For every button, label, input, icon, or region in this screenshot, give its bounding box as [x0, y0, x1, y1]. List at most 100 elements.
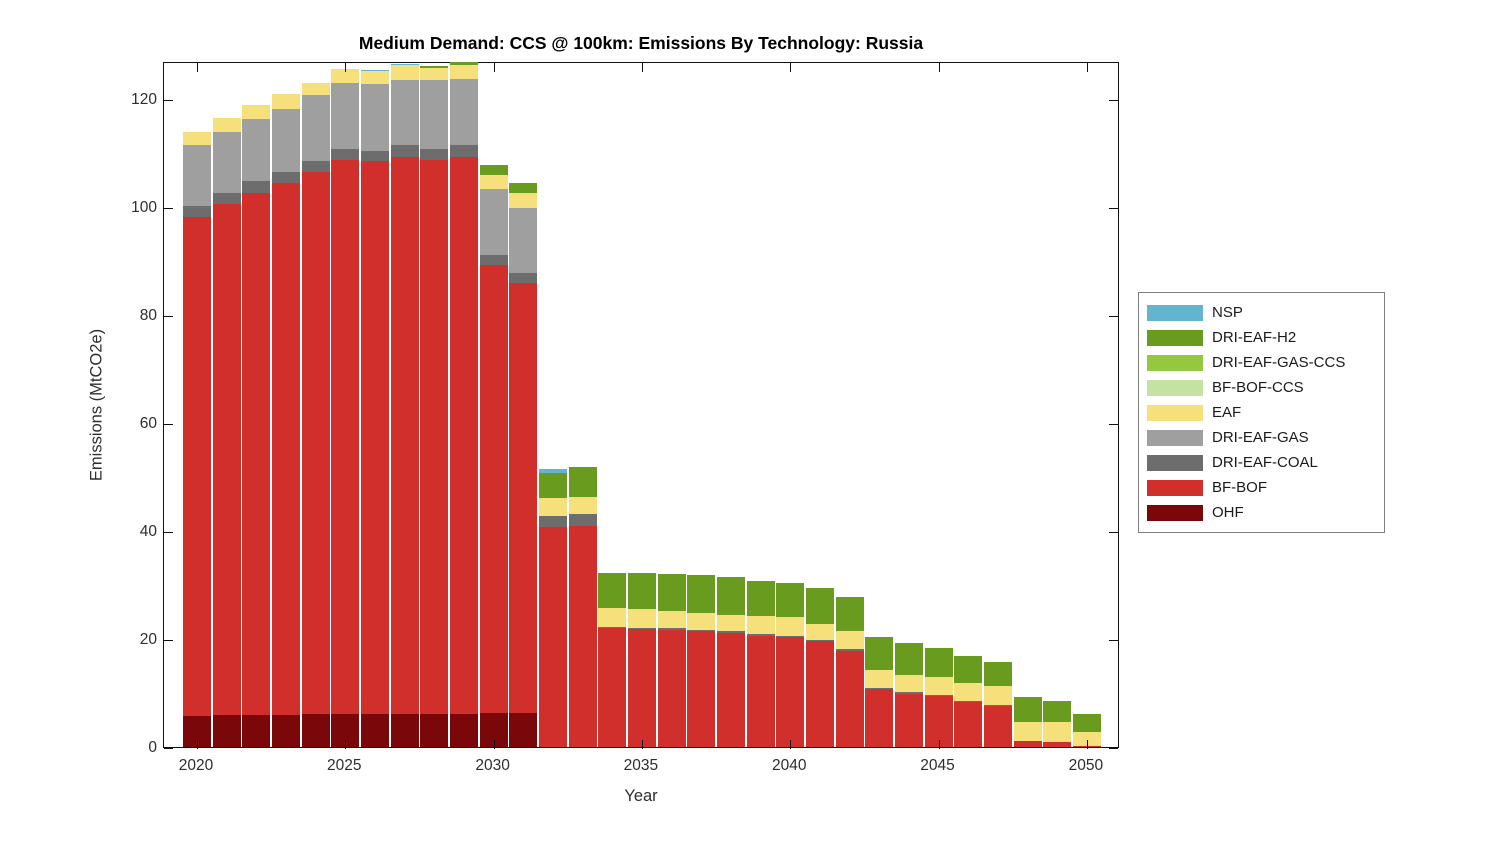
- legend-swatch-dri-eaf-gas-ccs: [1147, 354, 1203, 371]
- y-tick-right-120: [1109, 99, 1118, 101]
- x-axis-label: Year: [624, 787, 658, 805]
- bar-segment-eaf-2041: [805, 623, 834, 640]
- bar-segment-bf-bof-2021: [212, 204, 241, 716]
- bar-segment-dri-eaf-coal-2021: [212, 193, 241, 205]
- x-tick-bottom-2025: [345, 740, 347, 749]
- bar-segment-dri-eaf-coal-2035: [627, 627, 656, 630]
- bar-segment-eaf-2043: [865, 669, 894, 688]
- bar-segment-dri-eaf-h2-2046: [954, 655, 983, 683]
- bar-segment-eaf-2028: [420, 68, 449, 80]
- legend-swatch-bf-bof-ccs: [1147, 379, 1203, 396]
- x-tick-top-2020: [197, 63, 198, 72]
- bar-segment-dri-eaf-coal-2036: [657, 628, 686, 630]
- x-tick-label-2020: 2020: [178, 757, 214, 774]
- y-tick-right-40: [1109, 531, 1118, 533]
- bar-segment-bf-bof-2049: [1043, 741, 1072, 747]
- stacked-bar-2020: [183, 132, 211, 747]
- bar-segment-bf-bof-2037: [687, 631, 716, 747]
- bar-segment-nsp-2026: [360, 69, 389, 71]
- bar-segment-bf-bof-2030: [479, 264, 508, 714]
- bar-segment-dri-eaf-coal-2023: [271, 172, 300, 184]
- bar-segment-ohf-2027: [390, 714, 419, 747]
- bar-segment-dri-eaf-gas-2029: [449, 78, 478, 146]
- bar-segment-eaf-2039: [746, 615, 775, 635]
- y-tick-label-40: 40: [139, 522, 157, 540]
- bar-segment-dri-eaf-h2-2038: [716, 577, 745, 616]
- legend-label-dri-eaf-gas-ccs: DRI-EAF-GAS-CCS: [1212, 354, 1346, 371]
- y-tick-left-120: [164, 99, 173, 101]
- bar-segment-dri-eaf-h2-2044: [894, 643, 923, 675]
- bar-segment-bf-bof-2031: [509, 282, 538, 714]
- x-tick-bottom-2050: [1086, 740, 1088, 749]
- x-tick-bottom-2030: [493, 740, 495, 749]
- stacked-bar-2027: [390, 63, 419, 747]
- legend-label-dri-eaf-h2: DRI-EAF-H2: [1212, 329, 1297, 346]
- bar-segment-dri-eaf-h2-2031: [509, 183, 538, 194]
- bar-segment-dri-eaf-coal-2045: [924, 695, 953, 697]
- bar-segment-dri-eaf-h2-2036: [657, 573, 686, 612]
- bar-segment-bf-bof-2034: [598, 628, 627, 747]
- legend-item-bf-bof: BF-BOF: [1139, 475, 1384, 500]
- legend-item-ohf: OHF: [1139, 500, 1384, 525]
- stacked-bar-2022: [242, 104, 271, 747]
- bar-segment-bf-bof-2046: [954, 701, 983, 747]
- bar-segment-bf-bof-2035: [627, 629, 656, 747]
- bar-segment-dri-eaf-coal-2024: [301, 161, 330, 173]
- bar-segment-dri-eaf-gas-2021: [212, 131, 241, 194]
- x-tick-label-2030: 2030: [475, 757, 510, 774]
- bar-segment-ohf-2031: [509, 713, 538, 747]
- bar-segment-eaf-2049: [1043, 722, 1072, 742]
- bar-segment-ohf-2023: [271, 714, 300, 747]
- stacked-bar-2033: [568, 466, 597, 747]
- bar-segment-eaf-2047: [983, 685, 1012, 705]
- y-tick-left-40: [164, 531, 173, 533]
- bar-segment-dri-eaf-coal-2034: [598, 626, 627, 629]
- bar-segment-dri-eaf-coal-2042: [835, 649, 864, 651]
- bar-segment-dri-eaf-h2-2035: [627, 573, 656, 609]
- bar-segment-dri-eaf-h2-2050: [1072, 714, 1101, 733]
- stacked-bar-2042: [835, 597, 864, 747]
- legend-label-nsp: NSP: [1212, 304, 1243, 321]
- y-tick-left-60: [164, 423, 173, 425]
- bar-segment-dri-eaf-coal-2027: [390, 145, 419, 157]
- bar-segment-bf-bof-2038: [716, 633, 745, 747]
- bar-segment-dri-eaf-gas-2022: [242, 119, 271, 182]
- bar-segment-bf-bof-2028: [420, 159, 449, 715]
- stacked-bar-2021: [212, 117, 241, 747]
- y-tick-left-20: [164, 639, 173, 641]
- bar-segment-dri-eaf-coal-2041: [805, 639, 834, 642]
- bar-segment-eaf-2026: [360, 70, 389, 85]
- bar-segment-dri-eaf-gas-2028: [420, 79, 449, 150]
- y-tick-left-80: [164, 315, 173, 317]
- bar-segment-eaf-2025: [331, 69, 360, 84]
- bar-segment-bf-bof-2039: [746, 635, 775, 747]
- plot-area: [163, 62, 1119, 749]
- bar-segment-dri-eaf-gas-2031: [509, 207, 538, 274]
- bar-segment-bf-bof-2045: [924, 696, 953, 747]
- bar-segment-eaf-2042: [835, 631, 864, 650]
- bar-segment-bf-bof-2020: [183, 216, 211, 717]
- bar-segment-dri-eaf-gas-2030: [479, 189, 508, 255]
- legend-swatch-bf-bof: [1147, 479, 1203, 496]
- legend-swatch-dri-eaf-h2: [1147, 329, 1203, 346]
- bar-segment-bf-bof-2026: [360, 161, 389, 715]
- bar-segment-ohf-2024: [301, 714, 330, 747]
- x-tick-bottom-2020: [197, 740, 198, 749]
- legend-swatch-dri-eaf-gas: [1147, 429, 1203, 446]
- bar-segment-dri-eaf-h2-2041: [805, 588, 834, 624]
- bar-segment-dri-eaf-gas-2024: [301, 95, 330, 162]
- bar-segment-dri-eaf-coal-2040: [776, 635, 805, 638]
- stacked-bar-2043: [865, 636, 894, 747]
- bar-segment-eaf-2050: [1072, 732, 1101, 746]
- stacked-bar-2028: [420, 65, 449, 747]
- y-tick-right-20: [1109, 639, 1118, 641]
- bar-segment-eaf-2035: [627, 608, 656, 628]
- y-tick-left-0: [164, 748, 173, 749]
- legend-swatch-eaf: [1147, 404, 1203, 421]
- stacked-bar-2038: [716, 577, 745, 747]
- y-tick-label-120: 120: [131, 90, 157, 108]
- stacked-bar-2044: [894, 643, 923, 747]
- legend-item-eaf: EAF: [1139, 400, 1384, 425]
- y-tick-right-80: [1109, 315, 1118, 317]
- stacked-bar-2039: [746, 580, 775, 747]
